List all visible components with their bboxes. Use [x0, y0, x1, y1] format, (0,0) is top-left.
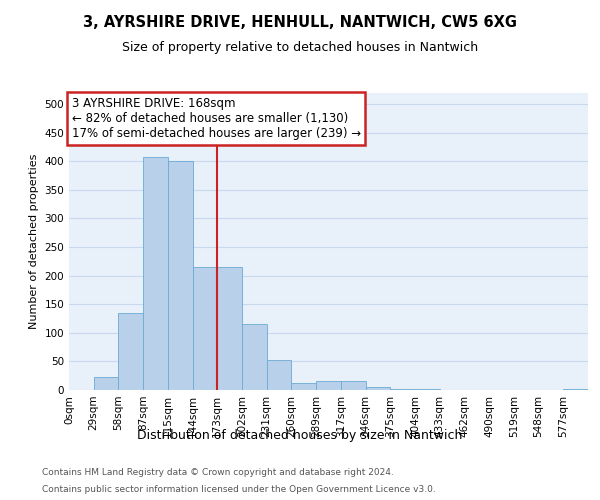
Text: 3, AYRSHIRE DRIVE, HENHULL, NANTWICH, CW5 6XG: 3, AYRSHIRE DRIVE, HENHULL, NANTWICH, CW… — [83, 15, 517, 30]
Bar — [94, 378, 118, 390]
Text: Size of property relative to detached houses in Nantwich: Size of property relative to detached ho… — [122, 41, 478, 54]
Text: 3 AYRSHIRE DRIVE: 168sqm
← 82% of detached houses are smaller (1,130)
17% of sem: 3 AYRSHIRE DRIVE: 168sqm ← 82% of detach… — [71, 97, 361, 140]
Bar — [118, 313, 143, 390]
Bar — [415, 389, 440, 390]
Text: Contains public sector information licensed under the Open Government Licence v3: Contains public sector information licen… — [42, 484, 436, 494]
Bar — [267, 360, 292, 390]
Bar — [292, 383, 316, 390]
Bar — [365, 387, 390, 390]
Bar — [193, 267, 217, 390]
Y-axis label: Number of detached properties: Number of detached properties — [29, 154, 39, 329]
Bar — [217, 267, 242, 390]
Bar — [143, 156, 168, 390]
Text: Distribution of detached houses by size in Nantwich: Distribution of detached houses by size … — [137, 428, 463, 442]
Text: Contains HM Land Registry data © Crown copyright and database right 2024.: Contains HM Land Registry data © Crown c… — [42, 468, 394, 477]
Bar — [242, 324, 267, 390]
Bar — [168, 161, 193, 390]
Bar — [341, 382, 365, 390]
Bar — [316, 382, 341, 390]
